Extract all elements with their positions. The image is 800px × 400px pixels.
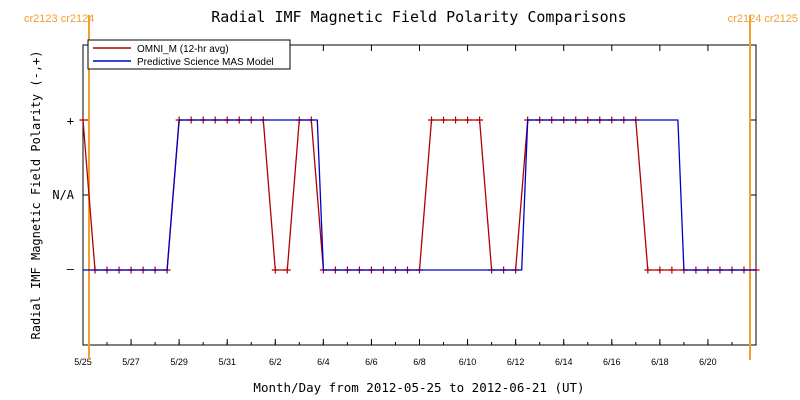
series-point-omni: [79, 116, 87, 124]
x-tick-label: 6/18: [651, 357, 669, 367]
y-tick-label-na: N/A: [52, 188, 74, 202]
x-tick-label: 6/4: [317, 357, 330, 367]
x-tick-label: 6/12: [507, 357, 525, 367]
series-point-omni: [476, 116, 484, 124]
x-tick-label: 6/6: [365, 357, 378, 367]
legend-label-mas: Predictive Science MAS Model: [137, 57, 274, 68]
x-tick-label: 5/31: [218, 357, 236, 367]
series-point-omni: [452, 116, 460, 124]
y-tick-labels: + N/A –: [52, 114, 74, 276]
x-ticks: 5/25 5/27 5/29 5/31 6/2 6/4 6/6 6/8 6/10 6/12 6/14…: [74, 45, 757, 367]
x-tick-label: 6/14: [555, 357, 573, 367]
series-point-omni: [464, 116, 472, 124]
series-point-omni: [428, 116, 436, 124]
x-tick-label: 5/27: [122, 357, 140, 367]
plot-frame: [82, 44, 757, 346]
x-tick-label: 6/2: [269, 357, 282, 367]
series-point-omni: [668, 266, 676, 274]
x-tick-label: 6/10: [459, 357, 477, 367]
legend: OMNI_M (12-hr avg) Predictive Science MA…: [87, 39, 291, 70]
y-tick-label-plus: +: [67, 114, 74, 128]
series-line-mas: [83, 119, 756, 271]
x-tick-label: 6/8: [413, 357, 426, 367]
series-point-omni: [440, 116, 448, 124]
x-tick-label: 5/29: [170, 357, 188, 367]
x-tick-label: 6/20: [699, 357, 717, 367]
carrington-label-right: cr2124 cr2125: [728, 13, 798, 25]
series-point-omni: [656, 266, 664, 274]
series-point-omni: [271, 266, 279, 274]
series-layer: [79, 116, 760, 274]
y-axis-label: Radial IMF Magnetic Field Polarity (-,+): [29, 51, 43, 340]
chart-title: Radial IMF Magnetic Field Polarity Compa…: [211, 8, 626, 26]
series-line-omni: [82, 119, 756, 271]
series-point-omni: [644, 266, 652, 274]
x-tick-label: 6/16: [603, 357, 621, 367]
y-tick-label-minus: –: [67, 262, 75, 276]
x-axis-label: Month/Day from 2012-05-25 to 2012-06-21 …: [253, 380, 584, 395]
legend-box: [87, 39, 291, 70]
x-tick-label: 5/25: [74, 357, 92, 367]
plot-axes: [82, 44, 757, 346]
carrington-label-left: cr2123 cr2124: [24, 13, 94, 25]
series-point-omni: [283, 266, 291, 274]
legend-label-omni: OMNI_M (12-hr avg): [137, 44, 229, 55]
